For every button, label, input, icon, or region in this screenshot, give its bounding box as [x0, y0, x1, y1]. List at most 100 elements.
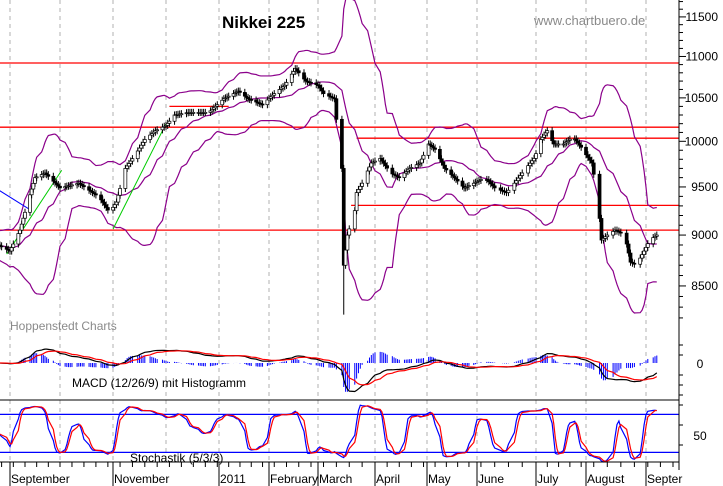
candle	[125, 165, 129, 169]
candle	[104, 204, 109, 208]
candle	[354, 192, 359, 212]
candle	[11, 243, 16, 248]
candle	[479, 179, 483, 181]
candle	[654, 234, 659, 237]
candle	[651, 237, 656, 245]
x-tick-label: February	[270, 472, 318, 486]
candle	[588, 157, 592, 161]
candle	[139, 144, 144, 149]
candle	[381, 160, 386, 164]
candle	[373, 160, 377, 163]
candle	[640, 254, 644, 259]
candle	[249, 99, 254, 101]
chart-title: Nikkei 225	[222, 13, 305, 32]
candle	[317, 84, 322, 89]
candle	[506, 189, 511, 193]
y-tick-label: 10500	[685, 91, 719, 105]
candle	[128, 160, 133, 164]
candle	[460, 180, 465, 187]
candle	[327, 93, 331, 97]
candle	[589, 159, 594, 164]
y-tick-label: 9500	[691, 180, 718, 194]
candle	[367, 166, 372, 172]
candle	[518, 175, 523, 179]
y-tick-label: 11500	[686, 10, 719, 24]
candle	[442, 164, 447, 169]
candle	[380, 158, 384, 162]
candle	[498, 187, 503, 191]
candle	[179, 113, 184, 116]
candle	[568, 138, 572, 141]
candle	[4, 246, 9, 250]
stochastic-d-line	[0, 405, 657, 463]
candle	[260, 103, 265, 106]
candle	[102, 202, 107, 206]
candle	[455, 178, 460, 182]
candle	[538, 139, 543, 154]
candle	[215, 104, 220, 107]
candle	[309, 81, 313, 84]
candle	[441, 161, 445, 166]
trend-line	[112, 123, 167, 230]
stochastic-panel	[0, 404, 679, 463]
candle	[385, 165, 389, 169]
candle	[516, 177, 521, 181]
candle	[402, 172, 407, 178]
candle	[34, 176, 39, 179]
candle	[534, 153, 538, 159]
candle	[421, 154, 426, 160]
candle	[130, 158, 135, 162]
x-tick-label: June	[478, 472, 504, 486]
candle	[21, 217, 26, 225]
candle	[433, 147, 437, 150]
candle	[584, 146, 588, 156]
candle	[611, 231, 615, 236]
candle	[220, 99, 225, 106]
candle	[365, 170, 370, 184]
candles	[0, 65, 659, 315]
candle	[127, 163, 131, 167]
candle	[514, 180, 519, 184]
candle	[444, 168, 449, 171]
candle	[579, 144, 584, 148]
candle	[106, 207, 110, 211]
candle	[100, 199, 105, 203]
candle	[343, 249, 348, 266]
candle	[277, 89, 282, 94]
candle	[345, 234, 350, 251]
candle	[31, 182, 36, 190]
candle	[135, 150, 140, 160]
candle	[0, 245, 4, 248]
macd-signal-line	[0, 350, 658, 386]
candle	[638, 257, 643, 265]
candle	[19, 223, 24, 231]
candle	[626, 243, 631, 254]
candle	[123, 168, 128, 189]
candle	[142, 139, 147, 143]
candle	[530, 160, 534, 164]
candle	[383, 162, 388, 167]
candle	[33, 177, 37, 184]
candle	[644, 246, 648, 252]
candle	[99, 194, 103, 201]
candle	[238, 90, 242, 93]
candle	[272, 93, 277, 96]
candle	[360, 182, 364, 187]
x-tick-label: April	[376, 472, 400, 486]
candle	[18, 229, 22, 234]
candle	[347, 228, 352, 236]
candle	[532, 158, 536, 162]
candle	[467, 185, 471, 187]
candle	[352, 210, 357, 230]
candle	[289, 73, 294, 83]
candle	[94, 193, 98, 196]
candle	[82, 185, 86, 188]
macd-line	[0, 348, 658, 393]
candle	[112, 204, 117, 208]
y-tick-label: 9000	[691, 228, 718, 242]
candle	[605, 234, 610, 238]
candle	[628, 252, 633, 263]
y-tick-label: 11000	[686, 49, 719, 63]
candle	[439, 158, 444, 163]
